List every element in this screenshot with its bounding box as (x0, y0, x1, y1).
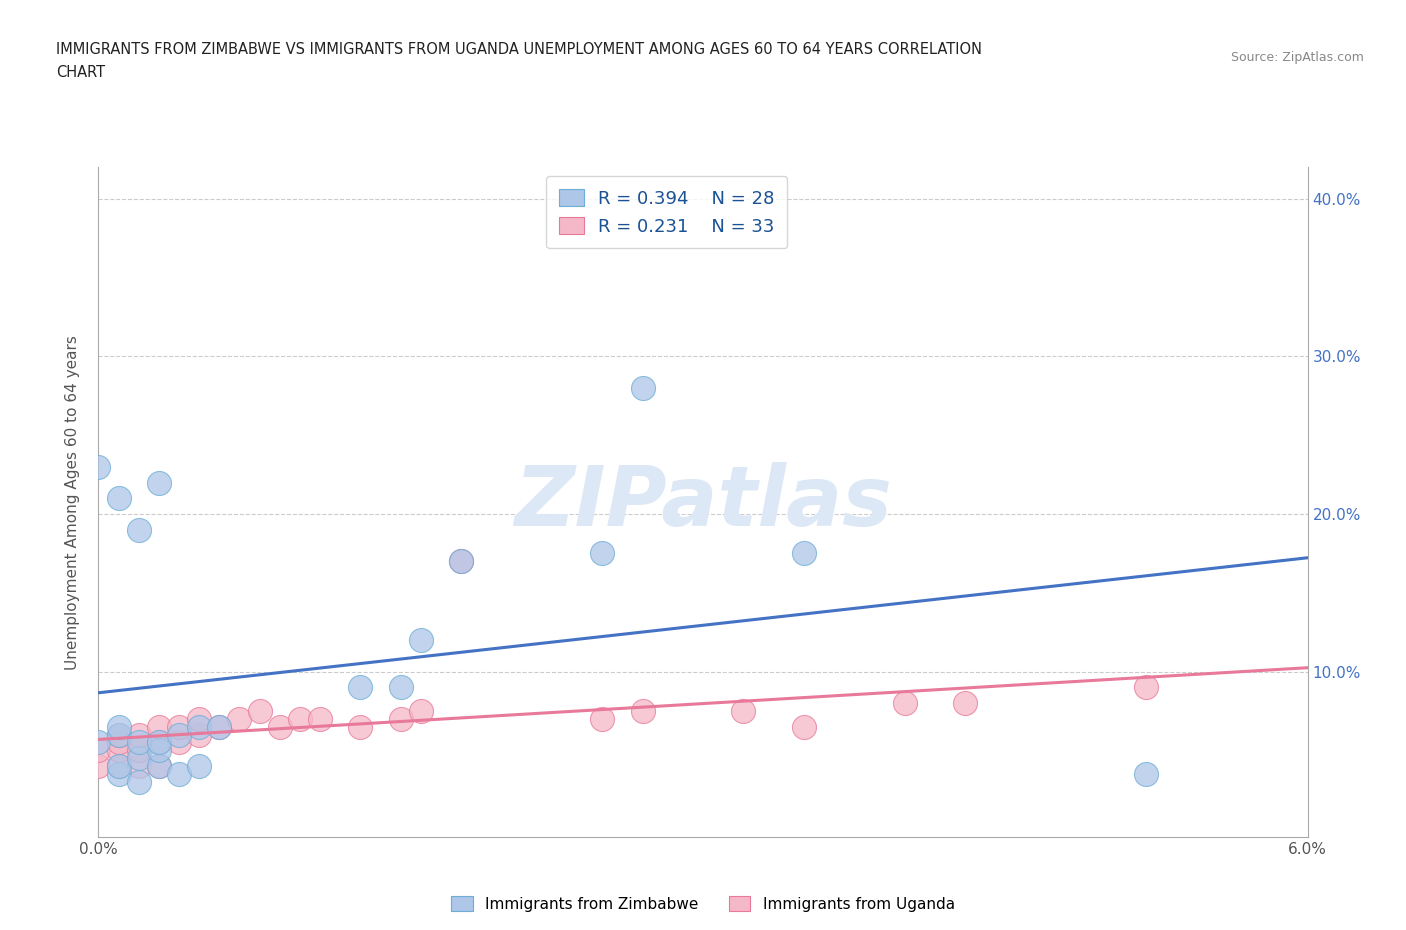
Point (87, 759, 110, 774)
Point (107, 759, 129, 774)
Point (631, 380, 654, 395)
Point (228, 711, 250, 726)
Point (591, 711, 613, 726)
Point (87, 743, 110, 758)
Point (128, 735, 150, 750)
Point (409, 703, 432, 718)
Point (208, 719, 231, 734)
Point (953, 696, 976, 711)
Point (167, 735, 190, 750)
Point (87, 735, 110, 750)
Point (128, 727, 150, 742)
Point (167, 766, 190, 781)
Point (107, 491, 129, 506)
Point (349, 719, 371, 734)
Point (249, 703, 271, 718)
Point (389, 711, 412, 726)
Point (450, 554, 472, 569)
Point (188, 727, 211, 742)
Point (793, 719, 815, 734)
Point (128, 775, 150, 790)
Point (107, 727, 129, 742)
Point (107, 735, 129, 750)
Point (208, 719, 231, 734)
Y-axis label: Unemployment Among Ages 60 to 64 years: Unemployment Among Ages 60 to 64 years (65, 335, 80, 670)
Point (1135, 680, 1157, 695)
Point (128, 743, 150, 758)
Text: Source: ZipAtlas.com: Source: ZipAtlas.com (1230, 51, 1364, 64)
Point (107, 727, 129, 742)
Legend: R = 0.394    N = 28, R = 0.231    N = 33: R = 0.394 N = 28, R = 0.231 N = 33 (546, 177, 787, 248)
Point (309, 711, 332, 726)
Point (893, 696, 915, 711)
Point (148, 475, 170, 490)
Point (349, 680, 371, 695)
Point (389, 680, 412, 695)
Point (148, 735, 170, 750)
Point (148, 735, 170, 750)
Point (148, 743, 170, 758)
Point (733, 703, 755, 718)
Text: IMMIGRANTS FROM ZIMBABWE VS IMMIGRANTS FROM UGANDA UNEMPLOYMENT AMONG AGES 60 TO: IMMIGRANTS FROM ZIMBABWE VS IMMIGRANTS F… (56, 42, 983, 57)
Point (188, 759, 211, 774)
Point (107, 759, 129, 774)
Point (107, 766, 129, 781)
Point (793, 546, 815, 561)
Legend: Immigrants from Zimbabwe, Immigrants from Uganda: Immigrants from Zimbabwe, Immigrants fro… (446, 890, 960, 918)
Point (167, 727, 190, 742)
Point (87, 459, 110, 474)
Point (107, 719, 129, 734)
Point (631, 703, 654, 718)
Point (269, 719, 291, 734)
Point (591, 546, 613, 561)
Point (128, 523, 150, 538)
Text: CHART: CHART (56, 65, 105, 80)
Point (128, 759, 150, 774)
Point (148, 759, 170, 774)
Point (1135, 766, 1157, 781)
Text: ZIPatlas: ZIPatlas (515, 461, 891, 543)
Point (409, 632, 432, 647)
Point (167, 719, 190, 734)
Point (188, 711, 211, 726)
Point (288, 711, 311, 726)
Point (450, 554, 472, 569)
Point (128, 751, 150, 765)
Point (148, 759, 170, 774)
Point (188, 719, 211, 734)
Point (107, 743, 129, 758)
Point (148, 719, 170, 734)
